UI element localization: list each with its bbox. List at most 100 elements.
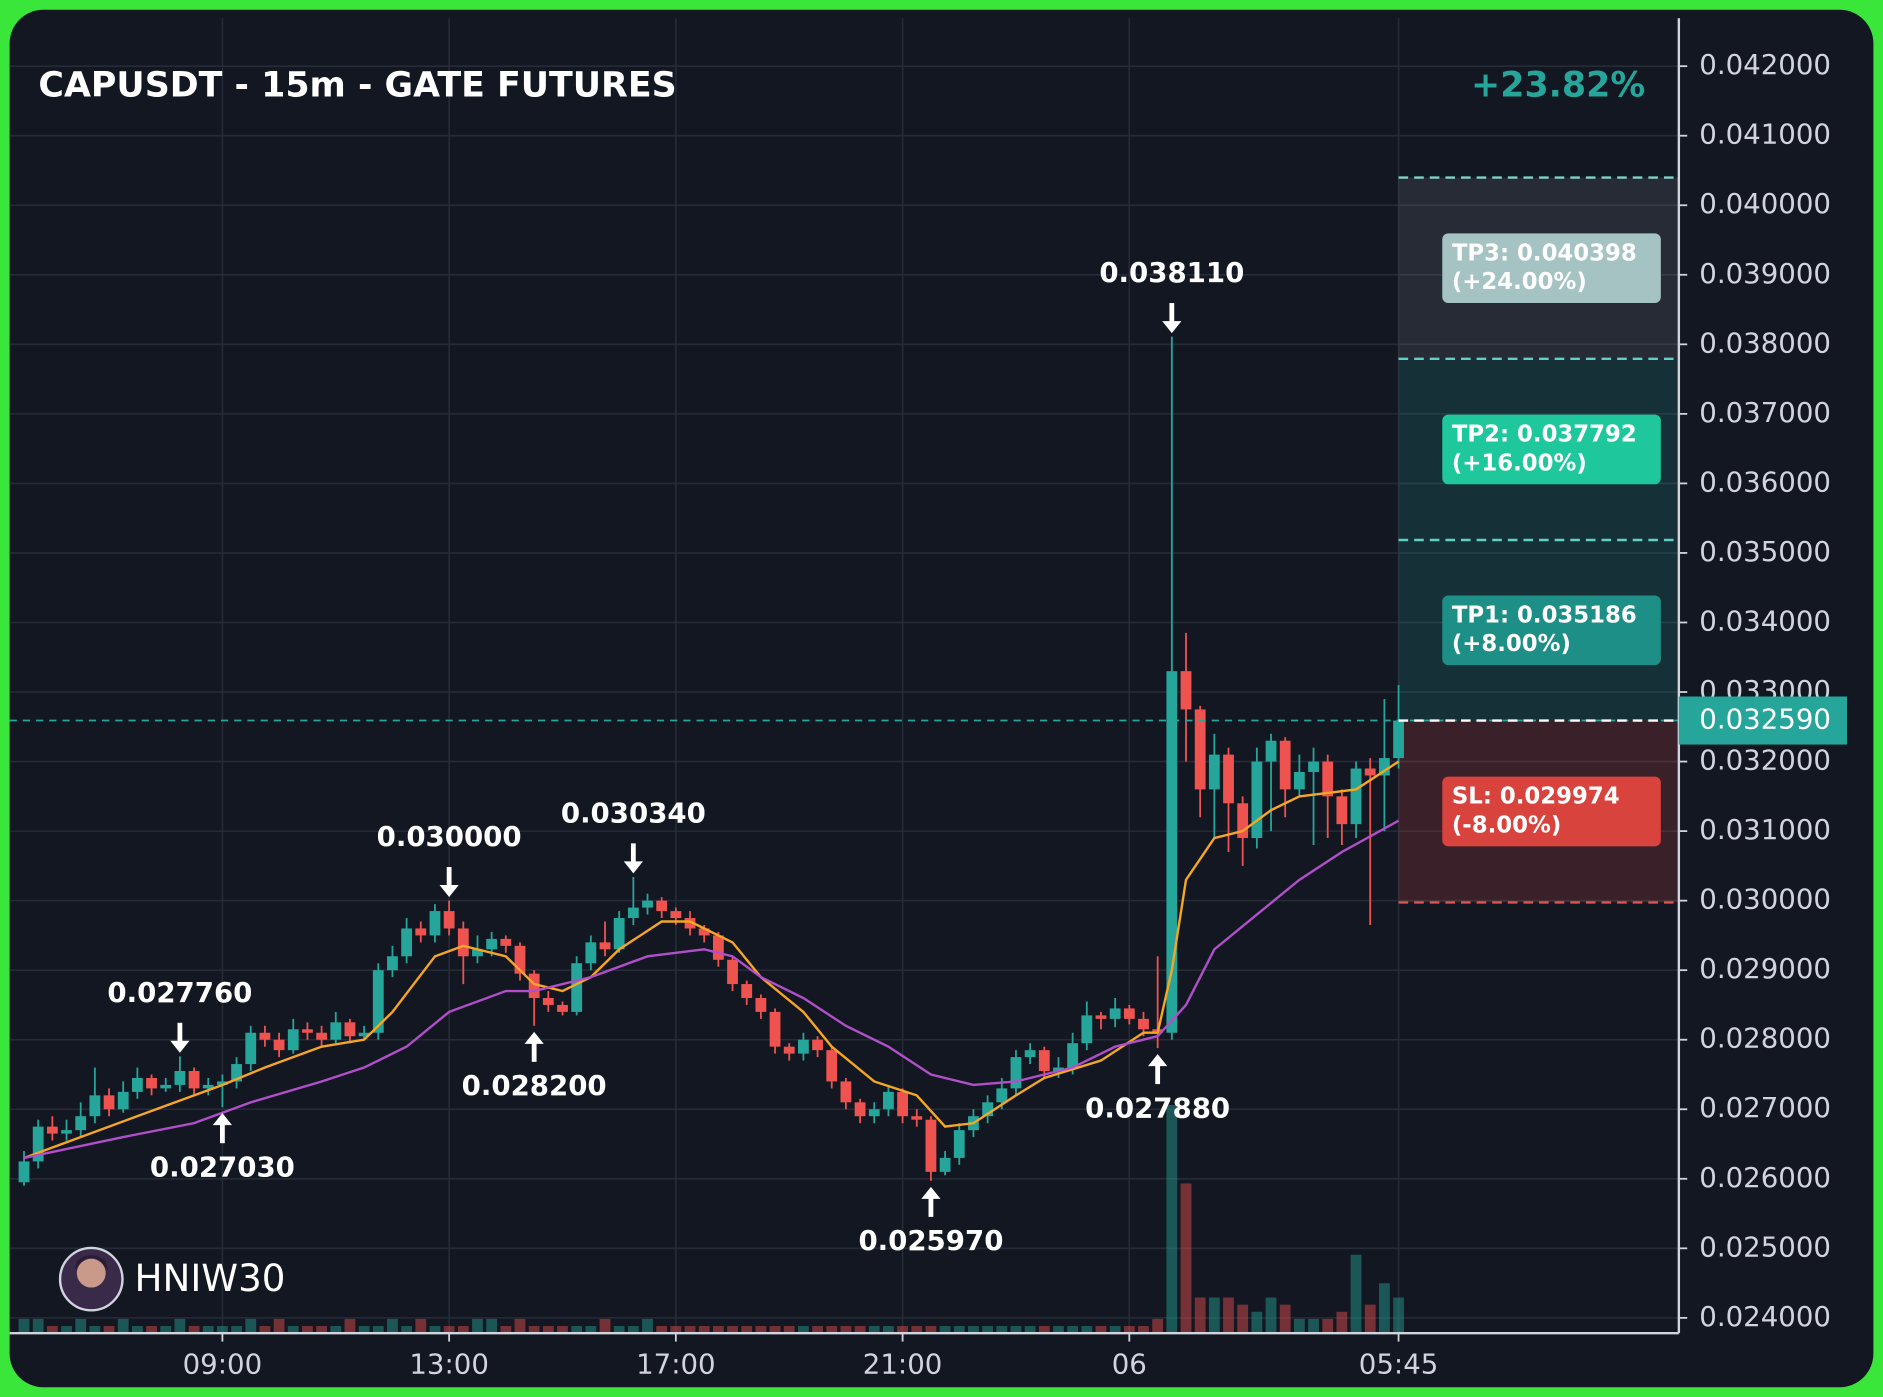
volume-bar <box>769 1326 781 1334</box>
volume-bar <box>75 1318 87 1334</box>
volume-bar <box>514 1318 526 1334</box>
volume-bar <box>1322 1318 1334 1334</box>
volume-bar <box>1081 1326 1093 1334</box>
volume-bar <box>472 1318 483 1334</box>
candle-body <box>797 1039 809 1054</box>
volume-bar <box>61 1326 72 1334</box>
y-tick-label: 0.040000 <box>1699 187 1831 220</box>
volume-bar <box>1308 1318 1319 1334</box>
candle-body <box>769 1011 781 1047</box>
volume-bar <box>1378 1283 1390 1334</box>
extreme-label: 0.027030 <box>150 1150 295 1183</box>
candle-body <box>727 959 738 985</box>
volume-bar <box>783 1326 795 1334</box>
candle-body <box>372 970 384 1033</box>
volume-bar <box>968 1326 979 1334</box>
volume-bar <box>302 1326 313 1334</box>
volume-bar <box>812 1326 823 1334</box>
candle-body <box>1336 796 1348 825</box>
candle-body <box>528 973 540 998</box>
volume-bar <box>642 1318 653 1334</box>
candle-body <box>1364 768 1376 776</box>
x-tick-label: 13:00 <box>409 1348 489 1381</box>
volume-bar <box>670 1326 682 1334</box>
candle-body <box>18 1161 30 1183</box>
candle-body <box>429 911 441 936</box>
candle-body <box>1067 1043 1079 1068</box>
candle-body <box>712 935 724 960</box>
volume-bar <box>1279 1304 1291 1334</box>
volume-bar <box>542 1326 554 1334</box>
candle-body <box>245 1032 257 1065</box>
volume-bar <box>358 1326 370 1334</box>
level-box <box>1442 414 1661 485</box>
y-tick-label: 0.026000 <box>1699 1161 1831 1194</box>
extreme-label: 0.038110 <box>1099 256 1244 289</box>
volume-bar <box>1393 1297 1404 1334</box>
volume-bar <box>755 1326 767 1334</box>
candle-body <box>925 1119 937 1172</box>
annotations: 0.027760 0.027030 0.030000 0.028200 0.030340… <box>9 256 1679 1257</box>
y-tick-label: 0.032000 <box>1699 744 1831 777</box>
volume-bar <box>1194 1297 1206 1334</box>
candle-body <box>783 1046 795 1054</box>
candle-body <box>1350 768 1362 825</box>
volume-bar <box>1180 1183 1192 1334</box>
volume-bar <box>443 1326 455 1334</box>
volume-bar <box>911 1326 923 1334</box>
volume-bar <box>372 1326 384 1334</box>
candle-body <box>1138 1018 1149 1030</box>
candle-body <box>542 997 554 1005</box>
extreme-label: 0.027760 <box>107 976 252 1009</box>
candle-body <box>656 900 668 912</box>
volume-bar <box>1024 1326 1036 1334</box>
volume-bar <box>1138 1326 1149 1334</box>
volume-bar <box>1067 1326 1079 1334</box>
volume-bar <box>613 1326 625 1334</box>
volume-bar <box>1010 1326 1022 1334</box>
candle-body <box>514 945 526 974</box>
candle-body <box>273 1039 285 1051</box>
y-tick-label: 0.041000 <box>1699 118 1831 151</box>
extreme-label: 0.030000 <box>377 820 522 853</box>
volume-bar <box>1095 1326 1107 1334</box>
y-tick-label: 0.035000 <box>1699 535 1831 568</box>
arrow-head <box>170 1040 190 1053</box>
arrow-head <box>524 1031 544 1044</box>
y-tick-label: 0.029000 <box>1699 952 1831 985</box>
candle-body <box>415 928 427 936</box>
y-tick-label: 0.031000 <box>1699 813 1831 846</box>
candle-body <box>1053 1067 1064 1072</box>
candle-body <box>627 907 639 919</box>
level-box <box>1442 233 1661 304</box>
volume-bar <box>868 1326 880 1334</box>
axis-labels: 0.024000 0.025000 0.026000 0.027000 0.028000… <box>183 48 1847 1381</box>
volume-bar <box>1265 1297 1277 1334</box>
extreme-label: 0.028200 <box>462 1069 607 1102</box>
candle-body <box>1109 1008 1121 1019</box>
candle-body <box>939 1157 951 1172</box>
candle-body <box>1293 771 1305 790</box>
level-note: (-8.00%) <box>1452 812 1561 838</box>
candle-body <box>401 928 413 957</box>
candle-body <box>287 1029 299 1051</box>
volume-bar <box>585 1326 597 1334</box>
candle-body <box>684 918 696 929</box>
volume-bar <box>571 1326 583 1334</box>
candle-body <box>868 1109 880 1117</box>
extreme-marker <box>212 1113 233 1144</box>
moving-averages <box>23 760 1400 1160</box>
chart-title: CAPUSDT - 15m - GATE FUTURES <box>38 66 676 106</box>
volume-bar <box>1293 1318 1305 1334</box>
candle-body <box>358 1032 370 1037</box>
candle-body <box>911 1116 923 1120</box>
extreme-label: 0.027880 <box>1085 1091 1230 1124</box>
candle-body <box>883 1091 894 1110</box>
volume-bar <box>599 1318 611 1334</box>
volume-bar <box>557 1326 568 1334</box>
extreme-label: 0.030340 <box>561 797 706 830</box>
volume-bar <box>316 1326 328 1334</box>
volume-bar <box>457 1326 469 1334</box>
candle-body <box>387 956 398 971</box>
